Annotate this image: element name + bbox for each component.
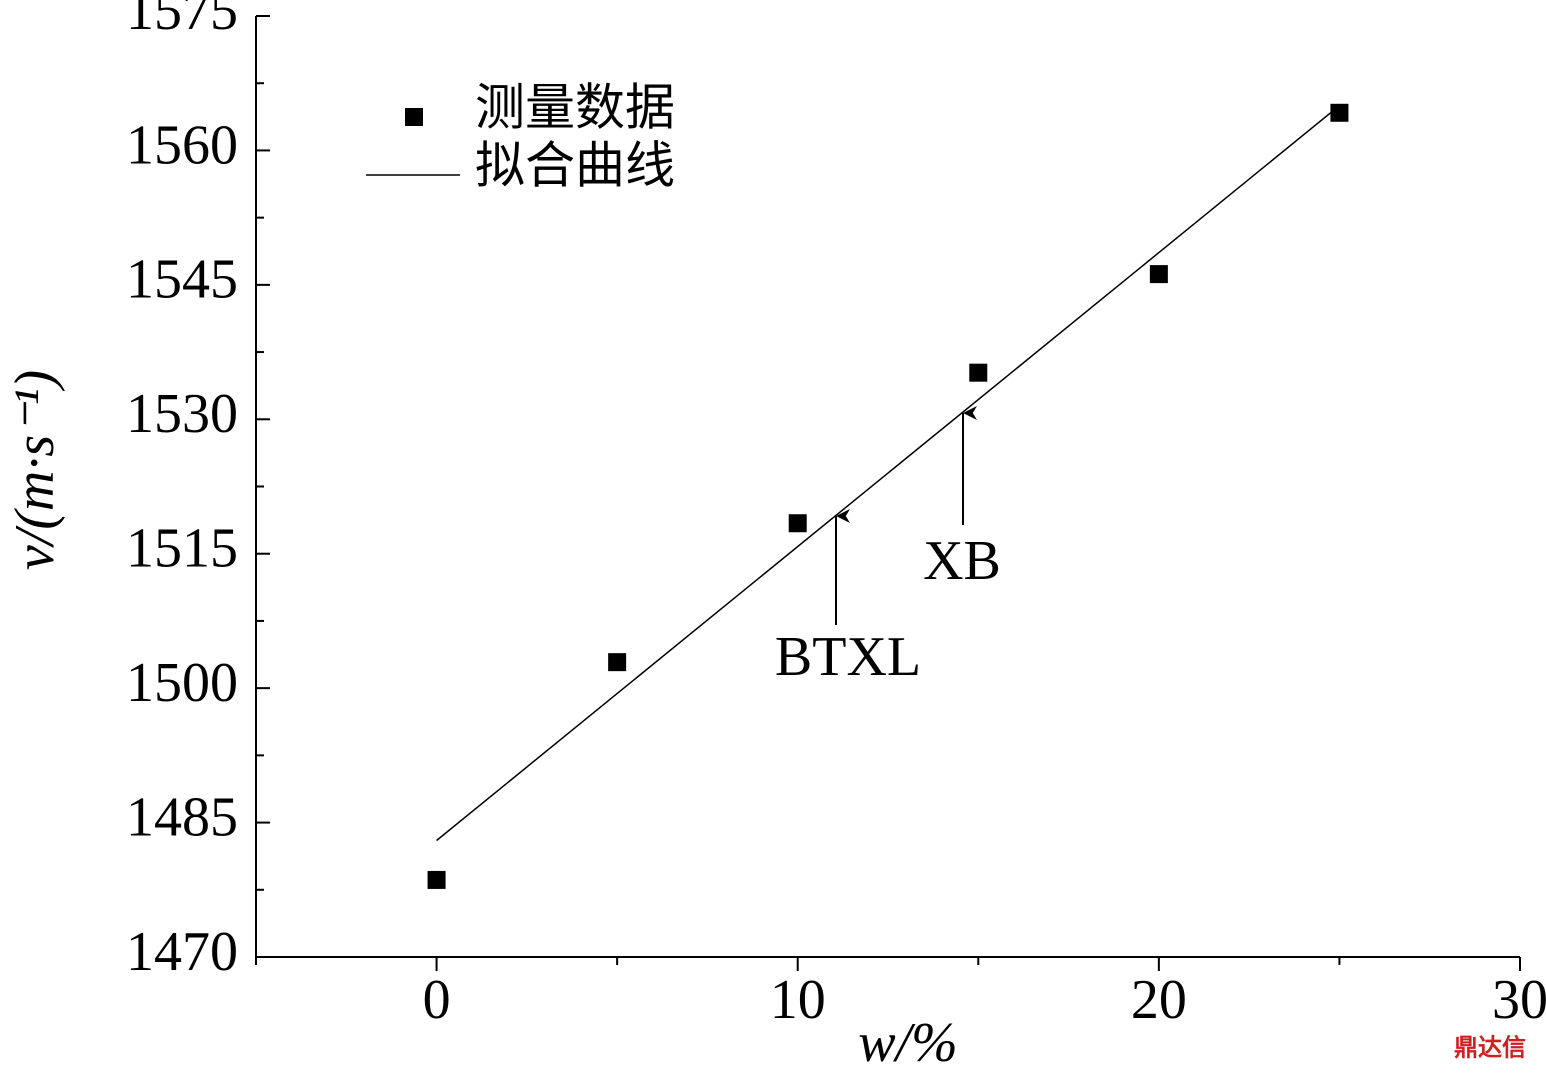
x-tick-label: 10 [770, 969, 826, 1031]
data-point [1149, 265, 1168, 284]
y-tick-label: 1575 [126, 0, 238, 42]
legend-label: 拟合曲线 [475, 137, 675, 193]
data-point [788, 514, 807, 533]
legend-marker [405, 108, 423, 126]
data-point [608, 653, 627, 672]
x-tick-label: 20 [1131, 969, 1187, 1031]
y-tick-label: 1515 [126, 518, 238, 580]
y-axis-label: v/(m·s⁻¹) [4, 370, 66, 570]
y-tick-label: 1545 [126, 249, 238, 311]
x-tick-label: 30 [1492, 969, 1546, 1031]
x-tick-label: 0 [423, 969, 451, 1031]
watermark: 鼎达信 [1454, 1034, 1526, 1062]
y-tick-label: 1470 [126, 921, 238, 983]
y-tick-label: 1530 [126, 383, 238, 445]
y-tick-label: 1560 [126, 114, 238, 176]
y-tick-label: 1485 [126, 786, 238, 848]
data-point [969, 363, 988, 382]
annotation: XB [923, 530, 1001, 592]
data-point [1330, 103, 1349, 122]
legend-label: 测量数据 [475, 79, 675, 135]
data-point [427, 870, 446, 889]
y-tick-label: 1500 [126, 652, 238, 714]
annotation: BTXL [775, 626, 921, 688]
x-axis-label: w/% [858, 1012, 958, 1073]
fit-line [436, 105, 1340, 842]
